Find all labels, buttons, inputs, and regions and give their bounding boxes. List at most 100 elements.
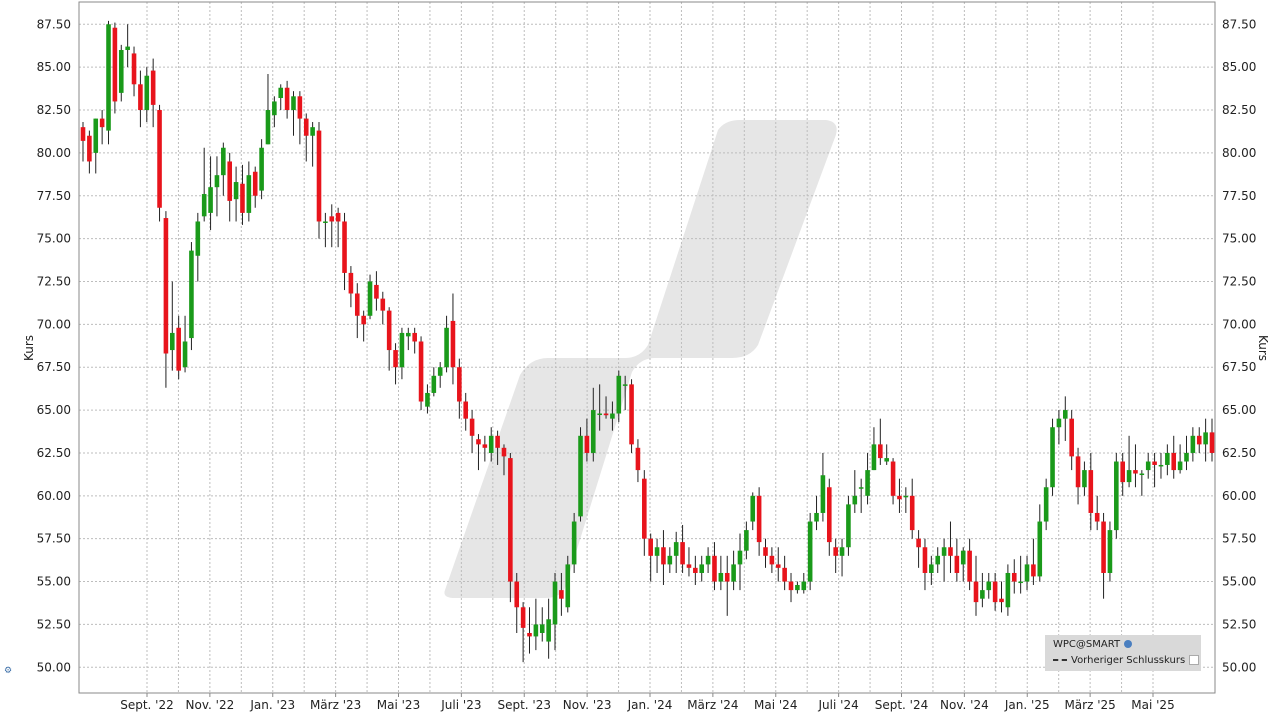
candle [826,478,832,556]
candle [1101,512,1106,599]
candle [635,439,641,483]
candle-body [1062,410,1068,419]
candle [444,315,449,373]
candle [1075,447,1081,505]
candle [259,139,264,200]
candle [1050,418,1055,496]
candle-body [182,341,188,368]
candle-body [986,581,992,591]
candle [1139,470,1145,496]
candle [1107,521,1113,582]
legend-entry-previous-close[interactable]: Vorheriger Schlusskurs [1053,655,1200,666]
candle-body [1139,473,1145,476]
legend[interactable]: WPC@SMART Vorheriger Schlusskurs [1045,635,1201,671]
candle [941,538,947,582]
candle-body [252,171,258,196]
candle [750,492,756,531]
candle [616,370,622,423]
candle [138,70,143,128]
candle-body [616,375,622,414]
candle-body [221,147,226,176]
candle [559,572,564,616]
candle-body [1126,470,1132,483]
y-tick-label-left: 85.00 [37,60,71,74]
candle-body [648,538,653,556]
candle [954,538,960,582]
candle [909,478,915,539]
candle [610,401,615,431]
candle-body [533,624,539,637]
candle [890,458,896,505]
candle [176,315,181,380]
candle [1209,418,1215,462]
candle-body [1018,581,1023,584]
y-tick-label-right: 77.50 [1222,189,1256,203]
candle [1024,555,1030,591]
candle [922,538,928,591]
candle [1005,564,1011,616]
candle-body [412,332,417,342]
legend-entry-symbol[interactable]: WPC@SMART [1053,639,1133,650]
candle-body [482,444,488,448]
candle [992,572,998,611]
globe-icon[interactable] [1124,640,1133,648]
candle-body [316,130,322,222]
candle-body [980,590,985,599]
candle [622,375,628,411]
checkbox-icon[interactable] [1189,655,1200,665]
candle [929,555,934,585]
candle [578,427,583,522]
candle [1018,555,1023,594]
candle-body [858,487,864,489]
candle-body [1037,521,1043,577]
candle-body [878,444,883,459]
candle [935,547,941,573]
candle [1094,495,1100,531]
candle-body [310,127,315,136]
candle-body [125,46,130,51]
candle-body [929,564,934,573]
candle-body [476,439,481,445]
candle [150,58,156,128]
y-tick-label-right: 57.50 [1222,532,1256,546]
candle [999,581,1004,613]
x-tick-label: Jan. '25 [1004,698,1050,712]
candle-body [1075,456,1081,488]
x-tick-label: Nov. '23 [563,698,612,712]
candle-body [297,96,303,119]
candle-body [667,555,673,565]
candle-body [431,375,437,393]
candle-body [1120,461,1125,483]
candle [546,598,551,659]
candle-body [788,581,794,591]
candle-body [775,564,781,568]
candle-body [718,572,724,582]
candle [897,478,902,513]
y-tick-label-left: 80.00 [37,146,71,160]
candle-body [673,542,679,556]
candle [782,555,787,591]
candle-body [1133,470,1138,474]
candle-body [992,581,998,603]
candle-body [520,607,526,628]
candle [642,470,647,556]
x-tick-label: Mai '25 [1131,698,1174,712]
candle-body [1196,435,1202,445]
y-tick-label-left: 52.50 [37,617,71,631]
settings-icon[interactable]: ⚙ [4,666,13,676]
candle [654,538,660,573]
candle-body [233,182,239,200]
candle [367,274,373,320]
dashed-line-icon [1053,659,1067,661]
candle-body [488,435,494,453]
legend-symbol-label: WPC@SMART [1053,639,1121,650]
y-tick-label-right: 87.50 [1222,17,1256,31]
candle-body [87,135,92,162]
candle [252,166,258,208]
candle-body [686,564,692,568]
candle [769,547,775,573]
candle [1011,559,1017,594]
y-tick-label-left: 77.50 [37,189,71,203]
candle [1062,396,1068,441]
candle-body [118,50,124,93]
